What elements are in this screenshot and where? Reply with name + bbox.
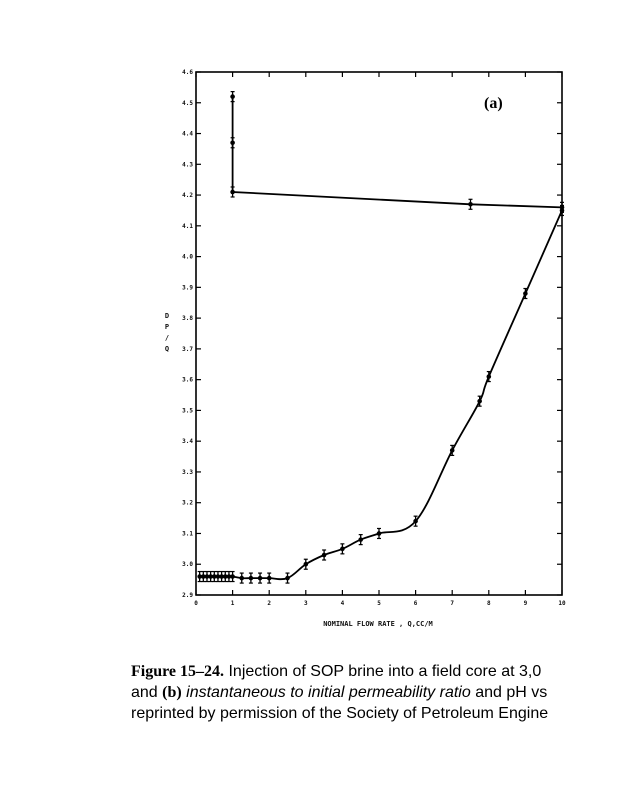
- y-axis-label-char: P: [165, 323, 169, 331]
- y-tick-label: 3.3: [182, 469, 193, 476]
- x-tick-label: 2: [267, 600, 271, 607]
- figure-caption: Figure 15–24. Injection of SOP brine int…: [131, 661, 641, 724]
- y-tick-label: 2.9: [182, 592, 193, 599]
- caption-line-3: reprinted by permission of the Society o…: [131, 703, 641, 724]
- y-axis-label: DP / Q: [165, 312, 169, 353]
- data-point: [204, 574, 210, 579]
- series-layer: [197, 91, 565, 584]
- caption-text-2a: and: [131, 684, 163, 701]
- data-point: [468, 201, 473, 207]
- x-tick-label: 10: [558, 600, 566, 607]
- data-point: [212, 574, 217, 579]
- figure-number: Figure 15–24.: [131, 663, 225, 680]
- data-point: [222, 574, 228, 579]
- y-axis-label-char: D: [165, 312, 169, 320]
- caption-text-2b: instantaneous to initial permeability ra…: [181, 684, 471, 701]
- y-tick-label: 3.4: [182, 438, 193, 445]
- y-axis-label-char: /: [165, 334, 169, 342]
- series-line: [199, 210, 563, 581]
- data-point: [201, 574, 206, 579]
- y-tick-label: 4.5: [182, 100, 193, 107]
- data-point: [285, 575, 290, 581]
- y-tick-label: 3.2: [182, 500, 193, 507]
- y-tick-label: 4.2: [182, 192, 193, 199]
- data-point: [477, 398, 482, 404]
- x-tick-label: 7: [450, 600, 454, 607]
- data-point: [219, 574, 224, 579]
- x-tick-label: 5: [377, 600, 381, 607]
- data-point: [197, 574, 202, 579]
- data-point: [239, 575, 245, 581]
- y-tick-label: 3.9: [182, 284, 193, 291]
- data-point: [449, 448, 455, 453]
- y-tick-label: 3.0: [182, 561, 193, 568]
- data-point: [303, 561, 309, 567]
- data-point: [321, 552, 327, 558]
- data-point: [230, 140, 235, 146]
- data-point: [486, 374, 492, 379]
- data-point: [248, 575, 254, 581]
- x-tick-label: 8: [487, 600, 491, 607]
- caption-text-2c: and pH vs: [470, 684, 548, 701]
- y-tick-label: 3.6: [182, 377, 193, 384]
- x-tick-label: 0: [194, 600, 198, 607]
- x-tick-label: 9: [524, 600, 528, 607]
- data-point: [266, 575, 272, 581]
- data-point: [559, 205, 565, 210]
- caption-text-3: reprinted by permission of the Society o…: [131, 705, 549, 722]
- data-point: [358, 537, 364, 542]
- data-point: [340, 546, 345, 552]
- data-point: [226, 574, 232, 579]
- panel-label: (a): [484, 95, 503, 112]
- data-point: [230, 94, 235, 99]
- data-point: [523, 291, 528, 296]
- y-tick-label: 3.7: [182, 346, 193, 353]
- data-point: [413, 518, 418, 524]
- y-axis-label-char: Q: [165, 345, 169, 353]
- y-axis-ticks: 2.9 3.0 3.1 3.2 3.3 3.4 3.5 3.6 3.7 3.8 3.9 4.0 4.1 4…: [182, 69, 562, 599]
- x-tick-label: 6: [414, 600, 418, 607]
- data-point: [208, 574, 213, 579]
- y-tick-label: 3.1: [182, 530, 193, 537]
- caption-text-1: Injection of SOP brine into a field core…: [224, 663, 542, 680]
- y-tick-label: 4.6: [182, 69, 193, 76]
- caption-line-1: Figure 15–24. Injection of SOP brine int…: [131, 661, 641, 682]
- series-line: [231, 96, 563, 209]
- y-tick-label: 4.1: [182, 223, 193, 230]
- data-point: [230, 574, 235, 579]
- y-tick-label: 3.8: [182, 315, 193, 322]
- x-tick-label: 4: [341, 600, 345, 607]
- y-tick-label: 4.0: [182, 254, 193, 261]
- y-tick-label: 3.5: [182, 407, 193, 414]
- x-axis-ticks: 0 1 2 3 4 5 6 7 8 9 10: [194, 72, 566, 607]
- data-point: [230, 189, 235, 195]
- x-tick-label: 3: [304, 600, 308, 607]
- y-tick-label: 4.3: [182, 161, 193, 168]
- data-point: [215, 574, 221, 579]
- data-point: [257, 575, 263, 581]
- data-point: [376, 531, 382, 536]
- y-tick-label: 4.4: [182, 131, 193, 138]
- caption-panel-b: (b): [162, 684, 182, 701]
- x-tick-label: 1: [231, 600, 235, 607]
- caption-line-2: and (b) instantaneous to initial permeab…: [131, 682, 641, 703]
- x-axis-label: NOMINAL FLOW RATE , Q,CC/M: [323, 620, 433, 628]
